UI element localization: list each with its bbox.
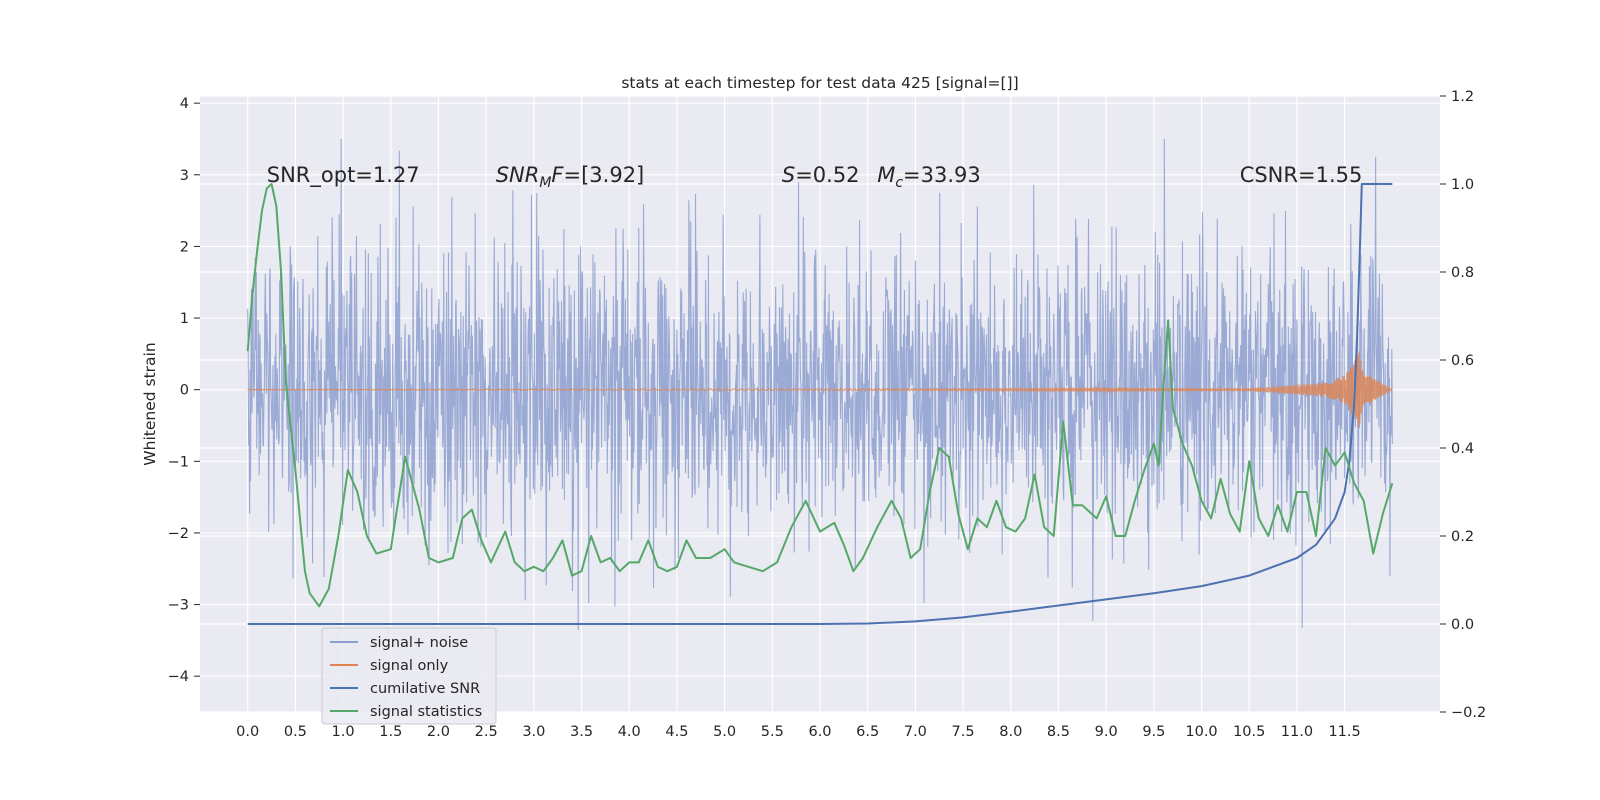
x-tick-label: 3.5 [570,724,593,740]
x-tick-label: 8.0 [999,724,1022,740]
legend-box [321,627,497,725]
y-tick-label: 3 [180,168,189,184]
x-tick-label: 0.0 [236,724,259,740]
x-tick-label: 3.0 [522,724,545,740]
y2-tick-label: 0.6 [1451,353,1474,369]
y-tick-label: 0 [180,383,189,399]
series-cumilative-snr [247,183,1393,625]
x-tick-label: 6.5 [856,724,879,740]
annotation-mc: Mc=33.93 [877,163,981,191]
signal-statistics-line [246,183,1394,608]
y-tick-label: −3 [168,598,189,614]
x-tick-label: 1.0 [332,724,355,740]
annotation-csnr: CSNR=1.55 [1240,163,1363,187]
annotation-s: S=0.52 [782,163,860,187]
x-tick-label: 2.0 [427,724,450,740]
x-tick-label: 7.0 [904,724,927,740]
legend-label: signal statistics [370,704,482,720]
y2-tick-label: 0.0 [1451,617,1474,633]
y-tick-label: −1 [168,454,189,470]
series-signal-noise [247,138,1393,630]
annotations: SNR_opt=1.27 SNRMF=[3.92] S=0.52 Mc=33.9… [267,163,1363,191]
x-tick-label: 4.0 [618,724,641,740]
x-tick-label: 11.5 [1328,724,1360,740]
y-axis-ticks: −4 −3 −2 −1 0 1 2 3 4 [168,96,200,685]
series-signal-statistics [246,183,1394,608]
legend-label: cumilative SNR [370,681,480,697]
x-tick-label: 9.5 [1142,724,1165,740]
y-tick-label: 4 [180,96,189,112]
x-tick-label: 4.5 [665,724,688,740]
cumilative-snr-line [247,183,1393,625]
x-tick-label: 5.5 [761,724,784,740]
x-tick-label: 10.5 [1233,724,1265,740]
y-axis-label: Whitened strain [141,342,159,465]
y-tick-label: 1 [180,311,189,327]
annotation-snr-opt: SNR_opt=1.27 [267,163,420,188]
x-axis-ticks: 0.0 0.5 1.0 1.5 2.0 2.5 3.0 3.5 4.0 4.5 5.0 5.5 6.0 6… [236,724,1361,740]
y2-axis-ticks: −0.2 0.0 0.2 0.4 0.6 0.8 1.0 1.2 [1440,89,1486,721]
x-tick-label: 6.0 [808,724,831,740]
signal-only-line [247,351,1393,428]
annotation-snr-mf: SNRMF=[3.92] [496,163,645,191]
series-signal-only [247,351,1393,428]
y-tick-label: −4 [168,669,189,685]
signal-noise-line [247,138,1393,630]
x-tick-label: 9.0 [1095,724,1118,740]
y2-tick-label: 0.2 [1451,529,1474,545]
y-tick-label: 2 [180,239,189,255]
x-tick-label: 8.5 [1047,724,1070,740]
y2-tick-label: 1.2 [1451,89,1474,105]
x-tick-label: 11.0 [1281,724,1313,740]
x-tick-label: 1.5 [379,724,402,740]
x-tick-label: 0.5 [284,724,307,740]
y2-tick-label: 0.4 [1451,441,1474,457]
y-tick-label: −2 [168,526,189,542]
legend: signal+ noise signal only cumilative SNR si… [321,627,497,725]
y2-tick-label: 1.0 [1451,177,1474,193]
legend-label: signal only [370,658,449,674]
x-tick-label: 5.0 [713,724,736,740]
x-tick-label: 7.5 [952,724,975,740]
x-tick-label: 2.5 [475,724,498,740]
y2-tick-label: −0.2 [1451,705,1486,721]
y2-tick-label: 0.8 [1451,265,1474,281]
chart-title: stats at each timestep for test data 425… [621,74,1018,92]
x-tick-label: 10.0 [1185,724,1217,740]
legend-label: signal+ noise [370,635,468,651]
